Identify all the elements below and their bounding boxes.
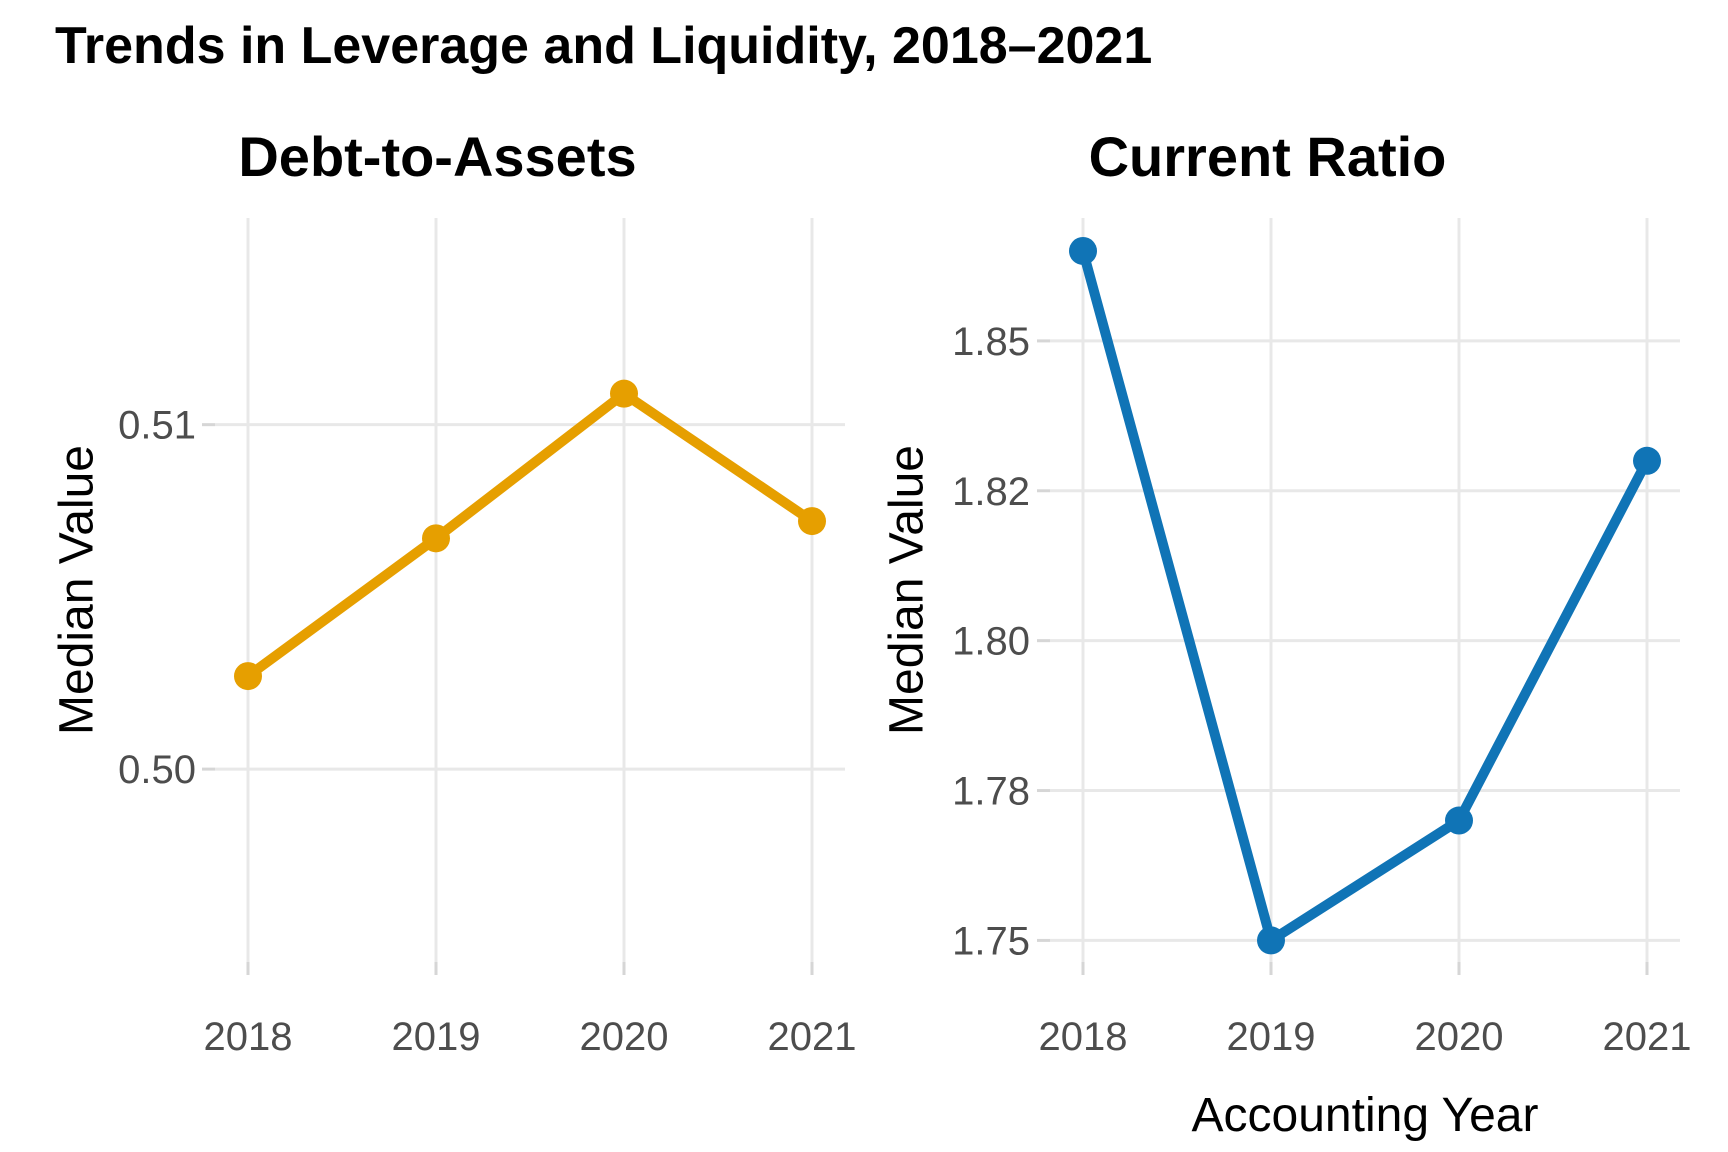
- series-line: [1078, 245, 1652, 946]
- x-tick-label: 2021: [1603, 1015, 1692, 1059]
- data-point: [1069, 236, 1097, 265]
- x-tick-label: 2020: [1415, 1015, 1504, 1059]
- data-point: [1445, 806, 1473, 835]
- y-tick-label: 1.78: [952, 770, 1030, 814]
- x-tick-label: 2019: [392, 1015, 481, 1059]
- x-tick-label: 2018: [204, 1015, 293, 1059]
- data-point: [234, 662, 262, 691]
- y-tick-label: 1.85: [952, 320, 1030, 364]
- x-tick-label: 2018: [1039, 1015, 1128, 1059]
- panel-title-debt-to-assets: Debt-to-Assets: [238, 125, 637, 188]
- y-tick-label: 1.80: [952, 620, 1030, 664]
- x-axis-title: Accounting Year: [1191, 1089, 1539, 1142]
- panel-title-current-ratio: Current Ratio: [1088, 125, 1447, 188]
- data-point: [1257, 926, 1285, 955]
- chart-title: Trends in Leverage and Liquidity, 2018–2…: [55, 17, 1153, 75]
- x-tick-label: 2019: [1227, 1015, 1316, 1059]
- y-tick-label: 0.50: [118, 748, 196, 792]
- data-point: [1633, 446, 1661, 475]
- data-point: [798, 507, 826, 536]
- x-tick-label: 2020: [580, 1015, 669, 1059]
- data-point: [610, 379, 638, 408]
- y-tick-label: 0.51: [118, 404, 196, 448]
- series-line: [243, 388, 817, 682]
- data-point: [422, 524, 450, 553]
- y-tick-label: 1.75: [952, 919, 1030, 963]
- x-tick-label: 2021: [768, 1015, 857, 1059]
- y-tick-label: 1.82: [952, 470, 1030, 514]
